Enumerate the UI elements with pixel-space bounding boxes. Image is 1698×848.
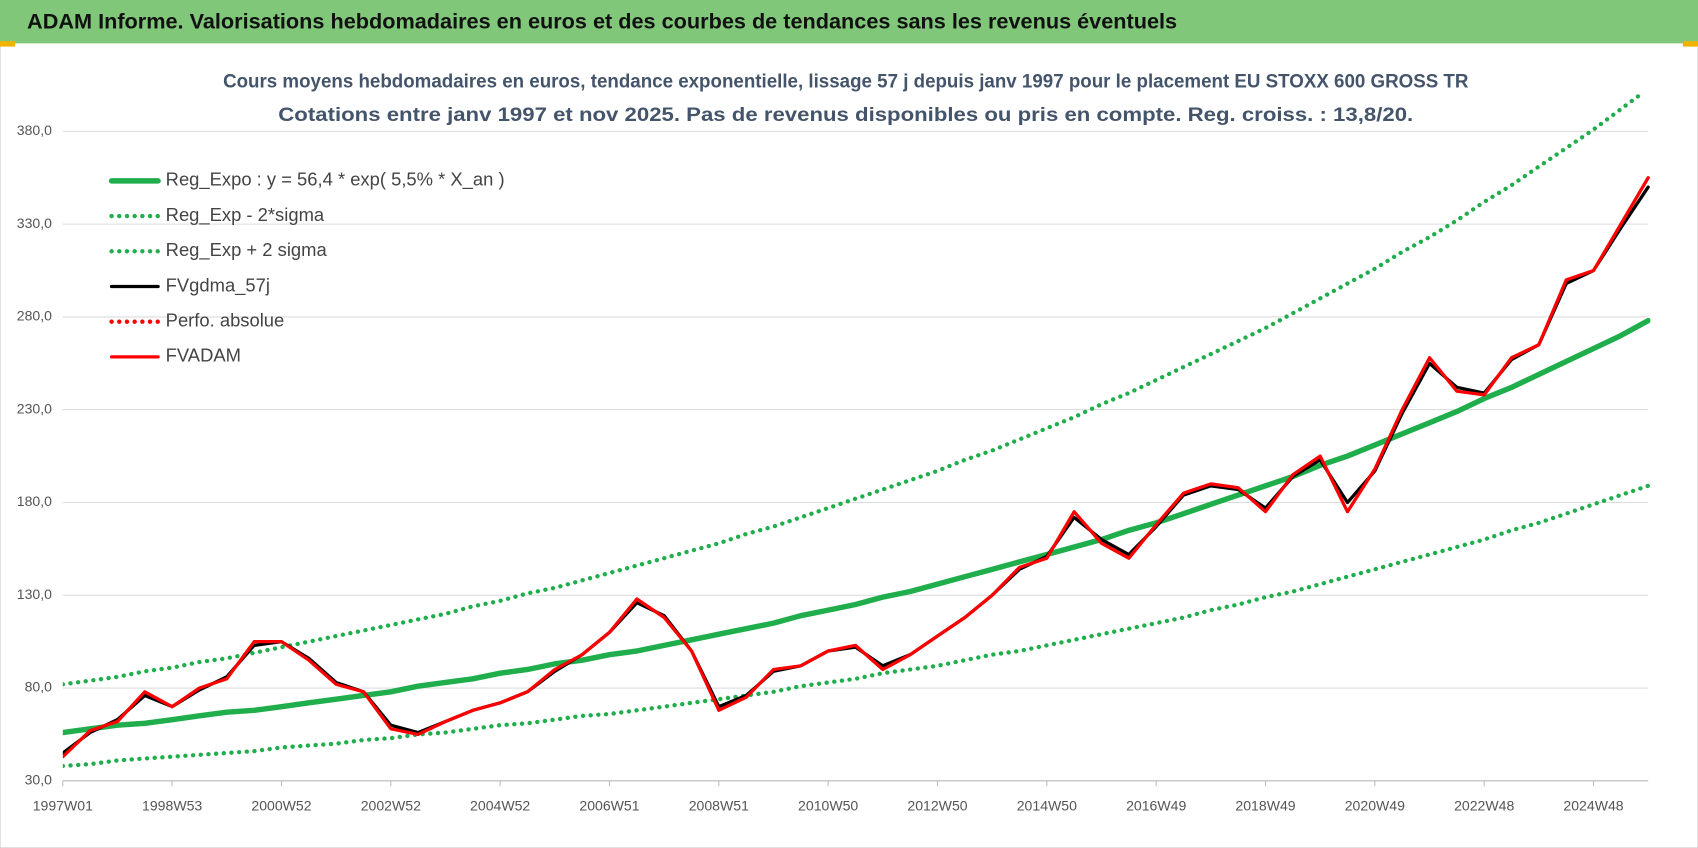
x-tick-label: 2010W50 <box>798 798 858 814</box>
y-tick-label: 130,0 <box>17 586 52 602</box>
x-tick-label: 2022W48 <box>1454 798 1514 814</box>
chart-subtitle: Cotations entre janv 1997 et nov 2025. P… <box>278 104 1413 126</box>
x-tick-label: 2016W49 <box>1126 798 1186 814</box>
x-tick-label: 2014W50 <box>1017 798 1077 814</box>
y-tick-label: 330,0 <box>17 215 52 231</box>
y-tick-label: 80,0 <box>25 679 53 695</box>
x-tick-label: 2008W51 <box>689 798 749 814</box>
x-tick-label: 2006W51 <box>579 798 639 814</box>
legend-label: FVADAM <box>166 345 241 366</box>
x-tick-label: 1997W01 <box>33 798 93 814</box>
y-tick-label: 280,0 <box>17 308 52 324</box>
y-tick-label: 30,0 <box>25 772 53 788</box>
series-line <box>62 176 1650 759</box>
x-tick-label: 2004W52 <box>470 798 530 814</box>
legend-label: Reg_Exp + 2 sigma <box>166 239 328 261</box>
chart-title: Cours moyens hebdomadaires en euros, ten… <box>223 70 1468 92</box>
y-tick-label: 380,0 <box>17 122 52 138</box>
x-tick-label: 2000W52 <box>251 798 311 814</box>
x-tick-label: 2020W49 <box>1345 798 1405 814</box>
x-tick-label: 2018W49 <box>1235 798 1295 814</box>
corner-tab <box>1682 41 1698 47</box>
series-line <box>62 94 1645 687</box>
x-tick-label: 2024W48 <box>1563 798 1623 814</box>
x-tick-label: 1998W53 <box>142 798 202 814</box>
series-line <box>62 483 1651 769</box>
legend-label: FVgdma_57j <box>166 274 270 296</box>
x-tick-label: 2012W50 <box>907 798 967 814</box>
legend-label: Reg_Expo : y = 56,4 * exp( 5,5% * X_an ) <box>166 169 505 191</box>
legend-label: Perfo. absolue <box>166 310 285 331</box>
header-bar <box>0 0 1698 44</box>
x-tick-label: 2002W52 <box>361 798 421 814</box>
plot-area <box>62 94 1651 769</box>
y-tick-label: 180,0 <box>17 493 52 509</box>
legend-label: Reg_Exp - 2*sigma <box>166 204 325 226</box>
series-line <box>62 317 1651 736</box>
corner-tab <box>0 41 16 47</box>
header-title: ADAM Informe. Valorisations hebdomadaire… <box>27 9 1177 34</box>
y-tick-label: 230,0 <box>17 400 52 416</box>
